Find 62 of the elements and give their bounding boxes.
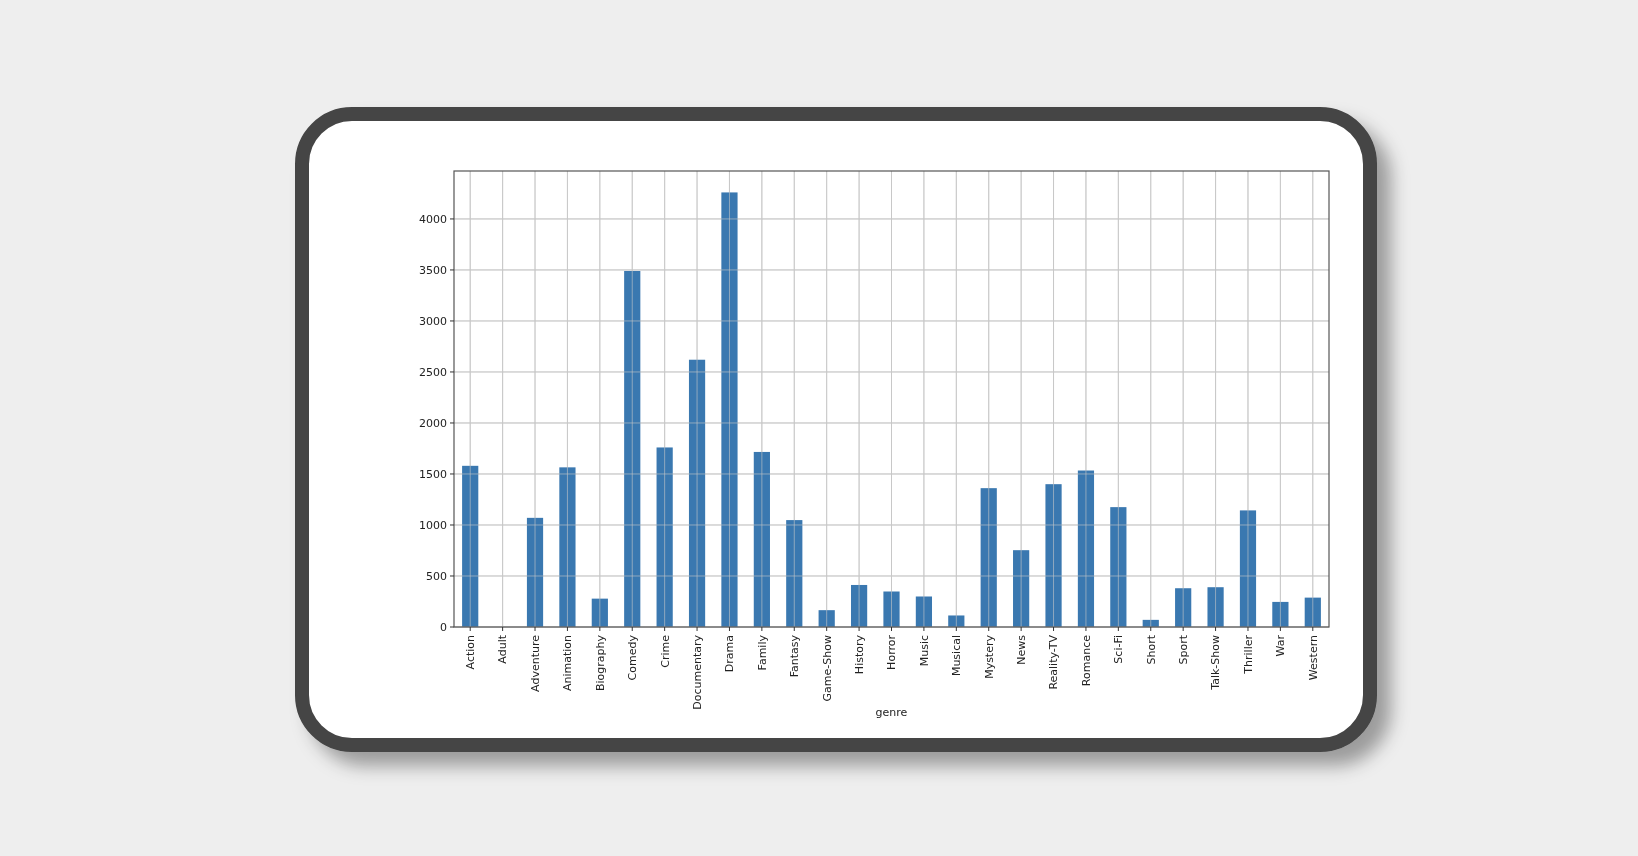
x-tick-label: Reality-TV [1047,634,1061,690]
x-tick-label: Crime [658,634,672,668]
bar [1272,601,1289,627]
x-tick-label: Game-Show [820,635,834,702]
y-tick-label: 2500 [419,365,447,379]
x-tick-label: War [1274,634,1288,657]
x-tick-label: Comedy [626,634,640,681]
bar [1304,597,1321,627]
x-tick-label: Thriller [1241,634,1255,675]
y-tick-label: 3000 [419,314,447,328]
bar [1077,470,1095,627]
y-tick-label: 1000 [419,518,447,532]
bar [1013,550,1030,627]
y-tick-label: 2000 [419,416,447,430]
bar [915,596,933,627]
y-tick-label: 1500 [419,467,447,481]
x-tick-label: Animation [561,634,575,692]
bar [1239,510,1257,627]
x-tick-label: Mystery [982,634,996,679]
x-tick-label: Adult [496,634,510,664]
y-tick-label: 3500 [419,263,447,277]
x-tick-label: Romance [1079,634,1093,687]
bar [818,610,835,627]
bar [526,517,544,627]
x-tick-label: Fantasy [788,634,802,678]
bar [591,598,608,627]
bar [753,451,770,627]
bar [721,192,738,627]
x-tick-label: Short [1144,634,1158,665]
bar [624,270,641,627]
bar [656,447,673,627]
bar [850,584,868,627]
x-axis-title: genre [875,706,908,719]
x-tick-label: Sport [1177,634,1191,665]
y-tick-label: 500 [426,569,447,583]
bar [980,488,997,627]
x-tick-label: Sci-Fi [1112,635,1126,664]
bar [948,615,965,627]
x-tick-label: Documentary [690,634,704,710]
bar [1175,588,1192,627]
x-tick-label: Musical [950,635,964,677]
x-tick-label: Action [464,634,478,670]
bar [462,465,479,627]
bar [688,359,706,627]
bar [559,467,576,627]
x-tick-label: Adventure [528,634,542,692]
x-tick-label: News [1014,634,1028,665]
y-tick-label: 0 [440,620,447,634]
bar [1045,484,1062,627]
bar [1110,507,1127,627]
bar [786,520,803,627]
x-tick-label: Drama [723,635,737,673]
y-tick-label: 4000 [419,212,447,226]
bar [1207,587,1224,627]
x-tick-label: Western [1306,634,1320,681]
x-tick-label: Biography [593,634,607,692]
x-tick-label: Music [917,635,931,667]
x-tick-label: Horror [885,634,899,670]
x-tick-label: Talk-Show [1209,635,1223,691]
x-tick-label: Family [755,634,769,671]
x-tick-label: History [852,634,866,675]
bar [883,591,900,627]
